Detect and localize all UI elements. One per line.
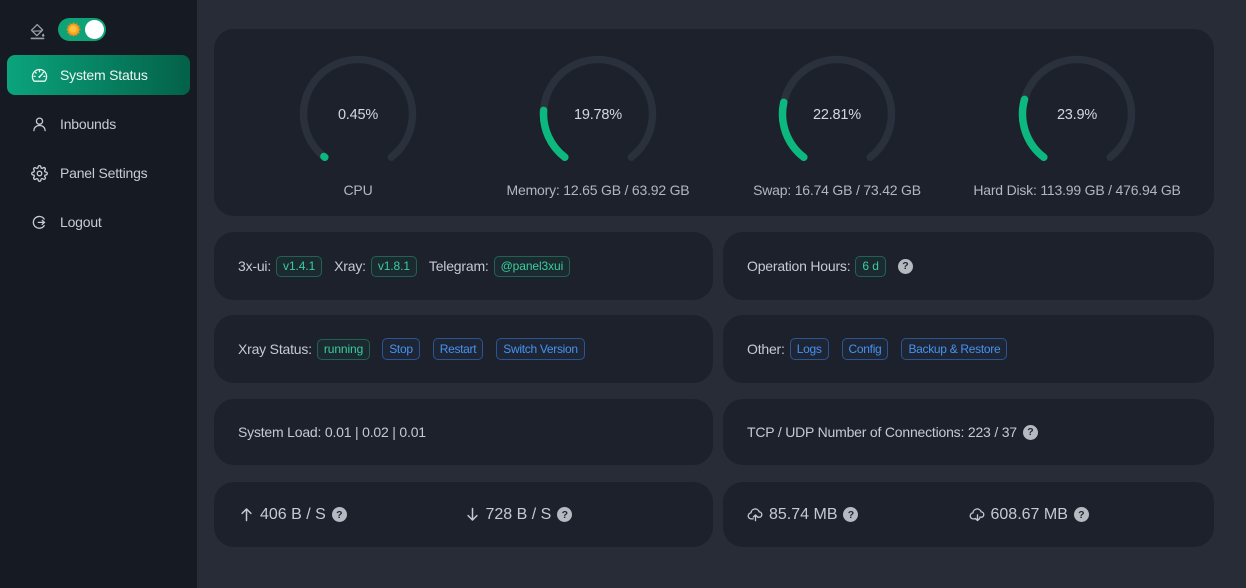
config-button[interactable]: Config — [841, 338, 889, 360]
gauge-hard-disk: 23.9% Hard Disk: 113.99 GB / 476.94 GB — [973, 53, 1181, 198]
versions-card: 3x-ui: v1.4.1 Xray: v1.8.1 Telegram: @pa… — [214, 232, 713, 300]
theme-toggle[interactable] — [58, 18, 106, 41]
logs-button[interactable]: Logs — [789, 338, 829, 360]
speed-card: 406 B / S ? 728 B / S ? — [214, 482, 713, 547]
upload-speed-text: 406 B / S — [260, 505, 326, 523]
upload-speed-help-icon[interactable]: ? — [331, 507, 347, 522]
xray-status-tag: running — [316, 338, 371, 360]
sidebar-item-logout[interactable]: Logout — [7, 202, 190, 242]
xray-status-card: Xray Status: running Stop Restart Switch… — [214, 315, 713, 383]
gauge-cpu-value: 0.45% — [337, 107, 379, 123]
connections-text: TCP / UDP Number of Connections: 223 / 3… — [747, 424, 1017, 440]
toggle-knob — [85, 20, 104, 39]
download-speed-help-icon[interactable]: ? — [557, 507, 573, 522]
connections-help-icon[interactable]: ? — [1022, 424, 1038, 440]
gauge-swap-dial — [778, 55, 896, 161]
gauge-memory: 19.78% Memory: 12.65 GB / 63.92 GB — [507, 53, 690, 198]
sidebar: System Status Inbounds Panel Settings Lo… — [0, 0, 197, 588]
bg-colors-icon — [30, 23, 45, 39]
system-load-card: System Load: 0.01 | 0.02 | 0.01 — [214, 399, 713, 465]
other-actions-card: Other: Logs Config Backup & Restore — [723, 315, 1214, 383]
logout-icon — [32, 215, 46, 229]
traffic-received-help-icon[interactable]: ? — [1073, 507, 1089, 522]
sidebar-item-label: Logout — [60, 214, 102, 230]
traffic-received-text: 608.67 MB — [990, 505, 1068, 523]
connections-card: TCP / UDP Number of Connections: 223 / 3… — [723, 399, 1214, 465]
system-gauges-card: 0.45% CPU 19.78% Memory: 12.65 GB / 63.9… — [214, 29, 1214, 216]
sidebar-item-label: Inbounds — [60, 116, 117, 132]
telegram-tag: @panel3xui — [493, 255, 571, 277]
user-icon — [33, 116, 46, 131]
gauge-memory-label: Memory: 12.65 GB / 63.92 GB — [506, 182, 690, 198]
download-speed-text: 728 B / S — [485, 505, 552, 523]
gauge-cpu: 0.45% CPU — [296, 53, 420, 198]
telegram-label: Telegram: — [428, 258, 489, 274]
backup-restore-button[interactable]: Backup & Restore — [901, 338, 1008, 360]
traffic-received: 608.67 MB ? — [969, 482, 1215, 547]
other-label: Other: — [747, 341, 785, 357]
gauge-cpu-dial — [299, 55, 417, 161]
traffic-card: 85.74 MB ? 608.67 MB ? — [723, 482, 1214, 547]
operation-hours-tag: 6 d — [855, 255, 886, 277]
sidebar-item-inbounds[interactable]: Inbounds — [7, 104, 190, 144]
xray-status-label: Xray Status: — [238, 341, 312, 357]
gauge-hard-disk-value: 23.9% — [1056, 107, 1098, 123]
dashboard-icon — [31, 68, 48, 82]
gauge-swap-value: 22.81% — [813, 107, 861, 123]
operation-hours-label: Operation Hours: — [747, 258, 851, 274]
gauge-swap-label: Swap: 16.74 GB / 73.42 GB — [753, 182, 921, 198]
sidebar-item-panel-settings[interactable]: Panel Settings — [7, 153, 190, 193]
arrow-up-icon — [241, 508, 252, 522]
restart-button[interactable]: Restart — [432, 338, 484, 360]
traffic-sent-help-icon[interactable]: ? — [843, 507, 859, 522]
sidebar-item-system-status[interactable]: System Status — [7, 55, 190, 95]
sidebar-item-label: System Status — [60, 67, 148, 83]
xray-version-label: Xray: — [334, 258, 366, 274]
gauge-memory-value: 19.78% — [574, 107, 622, 123]
xray-version-tag: v1.8.1 — [370, 255, 417, 277]
arrow-down-icon — [466, 507, 478, 521]
system-load-text: System Load: 0.01 | 0.02 | 0.01 — [238, 424, 426, 440]
gear-icon — [31, 164, 48, 182]
traffic-sent-text: 85.74 MB — [769, 505, 838, 523]
gauge-swap: 22.81% Swap: 16.74 GB / 73.42 GB — [753, 53, 921, 198]
gauge-memory-dial — [539, 55, 657, 161]
gauge-hard-disk-dial — [1018, 55, 1136, 161]
stop-button[interactable]: Stop — [382, 338, 420, 360]
gauge-cpu-label: CPU — [343, 182, 373, 198]
sidebar-menu: System Status Inbounds Panel Settings Lo… — [7, 55, 190, 251]
cloud-download-icon — [969, 508, 984, 522]
sun-icon — [66, 22, 81, 37]
download-speed: 728 B / S ? — [464, 482, 714, 547]
panel-version-tag: v1.4.1 — [276, 255, 323, 277]
cloud-upload-icon — [747, 508, 763, 522]
upload-speed: 406 B / S ? — [214, 482, 464, 547]
switch-version-button[interactable]: Switch Version — [496, 338, 585, 360]
gauge-hard-disk-label: Hard Disk: 113.99 GB / 476.94 GB — [973, 182, 1181, 198]
traffic-sent: 85.74 MB ? — [723, 482, 969, 547]
operation-hours-card: Operation Hours: 6 d ? — [723, 232, 1214, 300]
panel-version-label: 3x-ui: — [238, 258, 272, 274]
theme-row — [29, 17, 46, 42]
operation-hours-help-icon[interactable]: ? — [897, 258, 913, 274]
sidebar-item-label: Panel Settings — [60, 165, 148, 181]
